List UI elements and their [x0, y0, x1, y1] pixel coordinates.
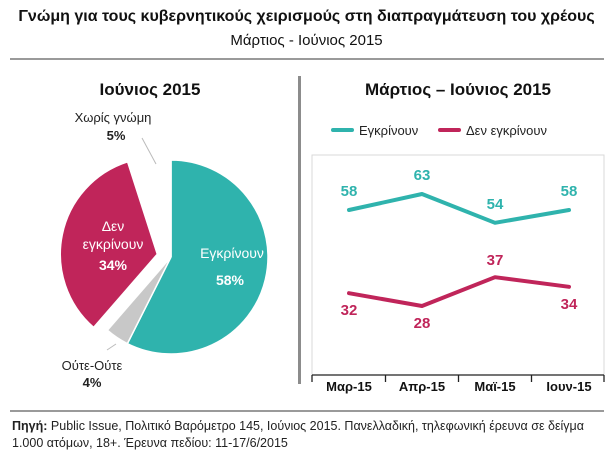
pie-chart-title: Ιούνιος 2015 [99, 80, 201, 99]
pie-leader-neither [106, 343, 117, 351]
line-chart: Εγκρίνουν Δεν εγκρίνουν Μαρ-15 Απρ-15 Μαϊ-15… [311, 123, 605, 394]
source-text: Public Issue, Πολιτικό Βαρόμετρο 145, Ιο… [12, 419, 584, 450]
pie-leader-no-opinion [141, 137, 157, 165]
data-label-disapprove: 28 [414, 315, 431, 332]
legend-label-approve: Εγκρίνουν [359, 123, 418, 138]
x-tick-label: Μαρ-15 [326, 379, 372, 394]
data-label-approve: 58 [341, 183, 358, 200]
panel-divider [298, 76, 301, 384]
data-label-disapprove: 32 [341, 302, 358, 319]
bottom-rule [10, 410, 604, 412]
series-line-approve [347, 192, 571, 225]
data-label-disapprove: 34 [561, 296, 578, 313]
data-label-disapprove: 37 [487, 252, 504, 269]
chart-title: Γνώμη για τους κυβερνητικούς χειρισμούς … [18, 8, 595, 25]
pie-slice-no-opinion [140, 159, 172, 258]
pie-slice-neither [106, 256, 172, 345]
pie-value-approve: 58% [216, 272, 245, 288]
source-note: Πηγή: Public Issue, Πολιτικό Βαρόμετρο 1… [12, 418, 602, 452]
pie-label-approve: Εγκρίνουν [200, 245, 264, 261]
data-label-approve: 58 [561, 183, 578, 200]
x-tick-label: Απρ-15 [399, 379, 445, 394]
pie-value-no-opinion: 5% [107, 128, 126, 143]
pie-slice-disapprove [59, 160, 159, 329]
series-line-disapprove [347, 275, 571, 308]
pie-label-neither: Ούτε-Ούτε [62, 358, 123, 373]
pie-value-disapprove: 34% [99, 257, 128, 273]
pie-chart: Εγκρίνουν 58% Δεν εγκρίνουν 34% Ούτε-Ούτε 4% Χω… [59, 110, 269, 390]
data-label-approve: 54 [487, 196, 504, 213]
top-rule [10, 58, 604, 60]
pie-label-disapprove: Δεν εγκρίνουν [83, 218, 144, 252]
data-label-approve: 63 [414, 167, 431, 184]
legend-label-disapprove: Δεν εγκρίνουν [466, 123, 547, 138]
source-label: Πηγή: [12, 419, 48, 433]
x-tick-label: Ιουν-15 [546, 379, 591, 394]
line-chart-title: Μάρτιος – Ιούνιος 2015 [364, 80, 552, 99]
x-tick-label: Μαϊ-15 [474, 379, 515, 394]
pie-label-no-opinion: Χωρίς γνώμη [75, 110, 152, 125]
pie-slice-approve [126, 159, 269, 355]
chart-subtitle: Μάρτιος - Ιούνιος 2015 [230, 32, 383, 49]
pie-value-neither: 4% [83, 375, 102, 390]
